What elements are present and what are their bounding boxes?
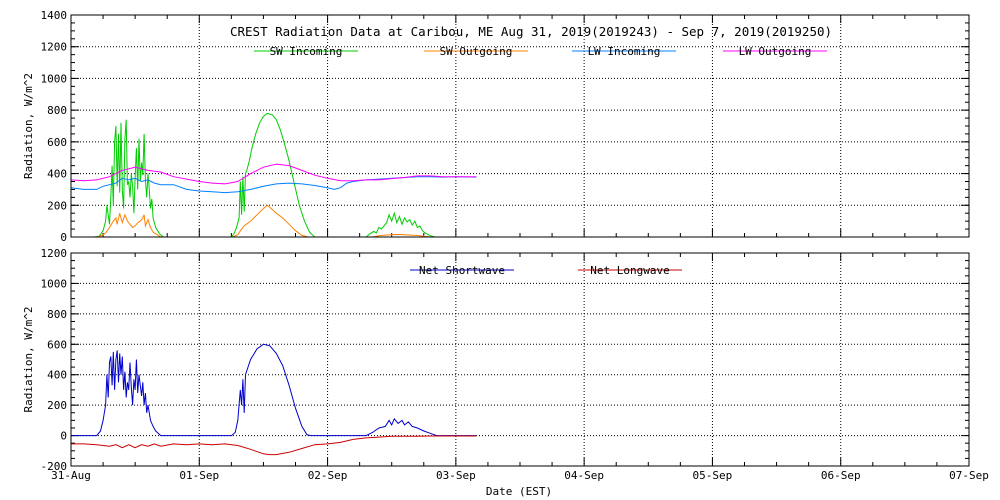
x-tick-label: 04-Sep <box>564 469 604 482</box>
bottom-y-axis-title: Radiation, W/m^2 <box>22 307 35 413</box>
bottom-panel: -200 0 200 400 600 800 1000 1200 31-Aug 01-Sep 02-… <box>22 247 989 482</box>
x-tick-label: 31-Aug <box>51 469 91 482</box>
legend-label-sw-incoming: SW Incoming <box>270 45 343 58</box>
top-y-tick-label: 800 <box>47 104 67 117</box>
bottom-y-tick-label: 200 <box>47 399 67 412</box>
chart-title: CREST Radiation Data at Caribou, ME Aug … <box>230 24 832 39</box>
x-tick-label: 01-Sep <box>179 469 219 482</box>
bottom-plot-frame <box>70 252 970 467</box>
bottom-y-tick-label: -200 <box>41 460 68 473</box>
bottom-y-tick-label: 600 <box>47 338 67 351</box>
legend-label-net-longwave: Net Longwave <box>590 264 669 277</box>
top-y-tick-label: 400 <box>47 168 67 181</box>
legend-label-lw-outgoing: LW Outgoing <box>739 45 812 58</box>
series-line-net-longwave <box>71 435 477 456</box>
legend-label-lw-incoming: LW Incoming <box>588 45 661 58</box>
x-tick-label: 07-Sep <box>949 469 989 482</box>
top-y-tick-label: 1200 <box>41 41 68 54</box>
top-y-tick-label: 0 <box>60 231 67 244</box>
top-y-tick-label: 200 <box>47 199 67 212</box>
bottom-y-tick-label: 0 <box>60 430 67 443</box>
series-line-lw-outgoing <box>70 163 477 185</box>
bottom-y-tick-label: 1000 <box>41 277 68 290</box>
x-tick-label: 05-Sep <box>693 469 733 482</box>
top-y-axis-title: Radiation, W/m^2 <box>22 73 35 179</box>
series-line-sw-outgoing <box>71 204 477 238</box>
x-tick-label: 03-Sep <box>436 469 476 482</box>
top-panel: 0 200 400 600 800 1000 1200 1400 Radiation, W/m^… <box>22 9 970 244</box>
top-y-tick-label: 1400 <box>41 9 68 22</box>
series-line-sw-incoming <box>71 112 477 238</box>
legend-label-net-shortwave: Net Shortwave <box>419 264 505 277</box>
top-y-tick-label: 1000 <box>41 72 68 85</box>
bottom-y-tick-label: 1200 <box>41 247 68 260</box>
top-plot-frame <box>70 14 970 238</box>
x-axis-title: Date (EST) <box>486 485 552 498</box>
series-line-net-shortwave <box>71 343 477 437</box>
legend-label-sw-outgoing: SW Outgoing <box>440 45 513 58</box>
x-tick-label: 06-Sep <box>821 469 861 482</box>
bottom-y-tick-label: 400 <box>47 369 67 382</box>
x-tick-label: 02-Sep <box>308 469 348 482</box>
series-line-lw-incoming <box>70 176 477 194</box>
bottom-y-tick-label: 800 <box>47 308 67 321</box>
top-y-tick-label: 600 <box>47 136 67 149</box>
